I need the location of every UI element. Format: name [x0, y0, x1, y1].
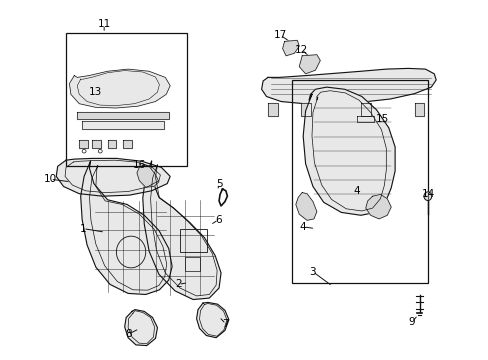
Polygon shape [360, 103, 370, 116]
Polygon shape [356, 116, 373, 122]
Text: 1: 1 [80, 224, 86, 234]
Polygon shape [282, 40, 299, 56]
Text: 15: 15 [375, 114, 388, 124]
Polygon shape [81, 161, 172, 294]
Text: 3: 3 [309, 267, 316, 277]
Polygon shape [267, 103, 277, 116]
Text: 4: 4 [353, 186, 360, 196]
Polygon shape [137, 165, 159, 187]
Text: 4: 4 [299, 222, 306, 232]
Polygon shape [56, 158, 170, 196]
Polygon shape [124, 310, 157, 346]
Polygon shape [107, 140, 116, 148]
Polygon shape [295, 193, 316, 220]
Text: 2: 2 [175, 279, 182, 289]
Text: 13: 13 [89, 87, 102, 97]
Polygon shape [414, 103, 424, 116]
Polygon shape [79, 140, 88, 148]
Polygon shape [77, 112, 168, 119]
Text: 16: 16 [132, 160, 146, 170]
Bar [180, 229, 206, 252]
Polygon shape [300, 103, 310, 116]
Text: 11: 11 [97, 19, 111, 30]
Polygon shape [303, 87, 394, 215]
Polygon shape [142, 161, 221, 300]
Bar [66, 33, 187, 166]
Polygon shape [82, 121, 163, 129]
Text: 7: 7 [222, 319, 229, 329]
Text: 9: 9 [407, 317, 414, 327]
Text: 5: 5 [215, 179, 222, 189]
Polygon shape [261, 68, 435, 104]
Polygon shape [123, 140, 132, 148]
Bar [184, 257, 200, 271]
Text: 17: 17 [273, 30, 287, 40]
Polygon shape [196, 302, 228, 338]
Bar [292, 80, 427, 283]
Polygon shape [365, 194, 390, 219]
Text: 10: 10 [44, 174, 57, 184]
Polygon shape [69, 69, 170, 108]
Text: 8: 8 [125, 329, 132, 339]
Text: 14: 14 [421, 189, 434, 199]
Text: 6: 6 [215, 215, 222, 225]
Polygon shape [92, 140, 101, 148]
Ellipse shape [423, 192, 431, 201]
Text: 12: 12 [294, 45, 308, 55]
Polygon shape [299, 55, 320, 74]
